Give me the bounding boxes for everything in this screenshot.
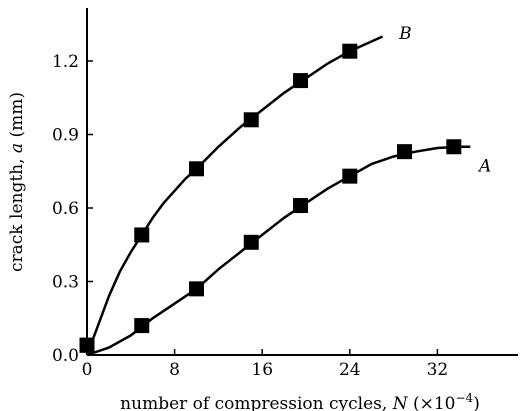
series-line-B — [85, 35, 384, 356]
axes — [86, 8, 518, 356]
series-curves — [85, 35, 471, 357]
y-tick-label-1: 0.3 — [52, 273, 79, 293]
series-label-A: A — [477, 156, 491, 176]
point-A-2 — [189, 281, 204, 297]
x-tick-label-1: 8 — [169, 360, 180, 380]
x-tick-label-2: 16 — [251, 360, 273, 380]
ticks: 0 8 16 24 32 0.0 0.3 0.6 0.9 1.2 — [52, 52, 448, 380]
series-label-B: B — [398, 24, 412, 44]
point-B-1 — [134, 227, 150, 243]
y-tick-label-4: 1.2 — [52, 52, 79, 72]
point-A-5 — [342, 168, 358, 184]
point-B-3 — [243, 112, 259, 128]
series-markers — [79, 43, 462, 353]
point-A-1 — [134, 318, 150, 334]
point-A-3 — [243, 234, 259, 250]
x-tick-label-4: 32 — [427, 360, 449, 380]
x-tick-label-3: 24 — [339, 360, 361, 380]
x-tick-label-0: 0 — [82, 360, 93, 380]
point-A-7 — [446, 139, 462, 155]
point-B-4 — [293, 73, 309, 89]
y-tick-label-0: 0.0 — [52, 346, 79, 366]
x-axis-label: number of compression cycles, N (×10−4) — [120, 391, 480, 411]
series-line-A — [86, 145, 471, 357]
y-axis-label: crack length, a (mm) — [7, 92, 27, 272]
point-B-2 — [189, 161, 204, 177]
point-A-4 — [293, 198, 309, 214]
y-tick-label-3: 0.9 — [52, 126, 79, 146]
point-B-5 — [342, 43, 358, 59]
point-A-6 — [397, 144, 413, 160]
y-tick-label-2: 0.6 — [52, 199, 79, 219]
series-labels: AB — [398, 24, 491, 176]
point-B-0 — [79, 337, 95, 353]
